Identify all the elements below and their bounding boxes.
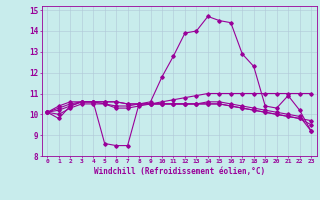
X-axis label: Windchill (Refroidissement éolien,°C): Windchill (Refroidissement éolien,°C) xyxy=(94,167,265,176)
